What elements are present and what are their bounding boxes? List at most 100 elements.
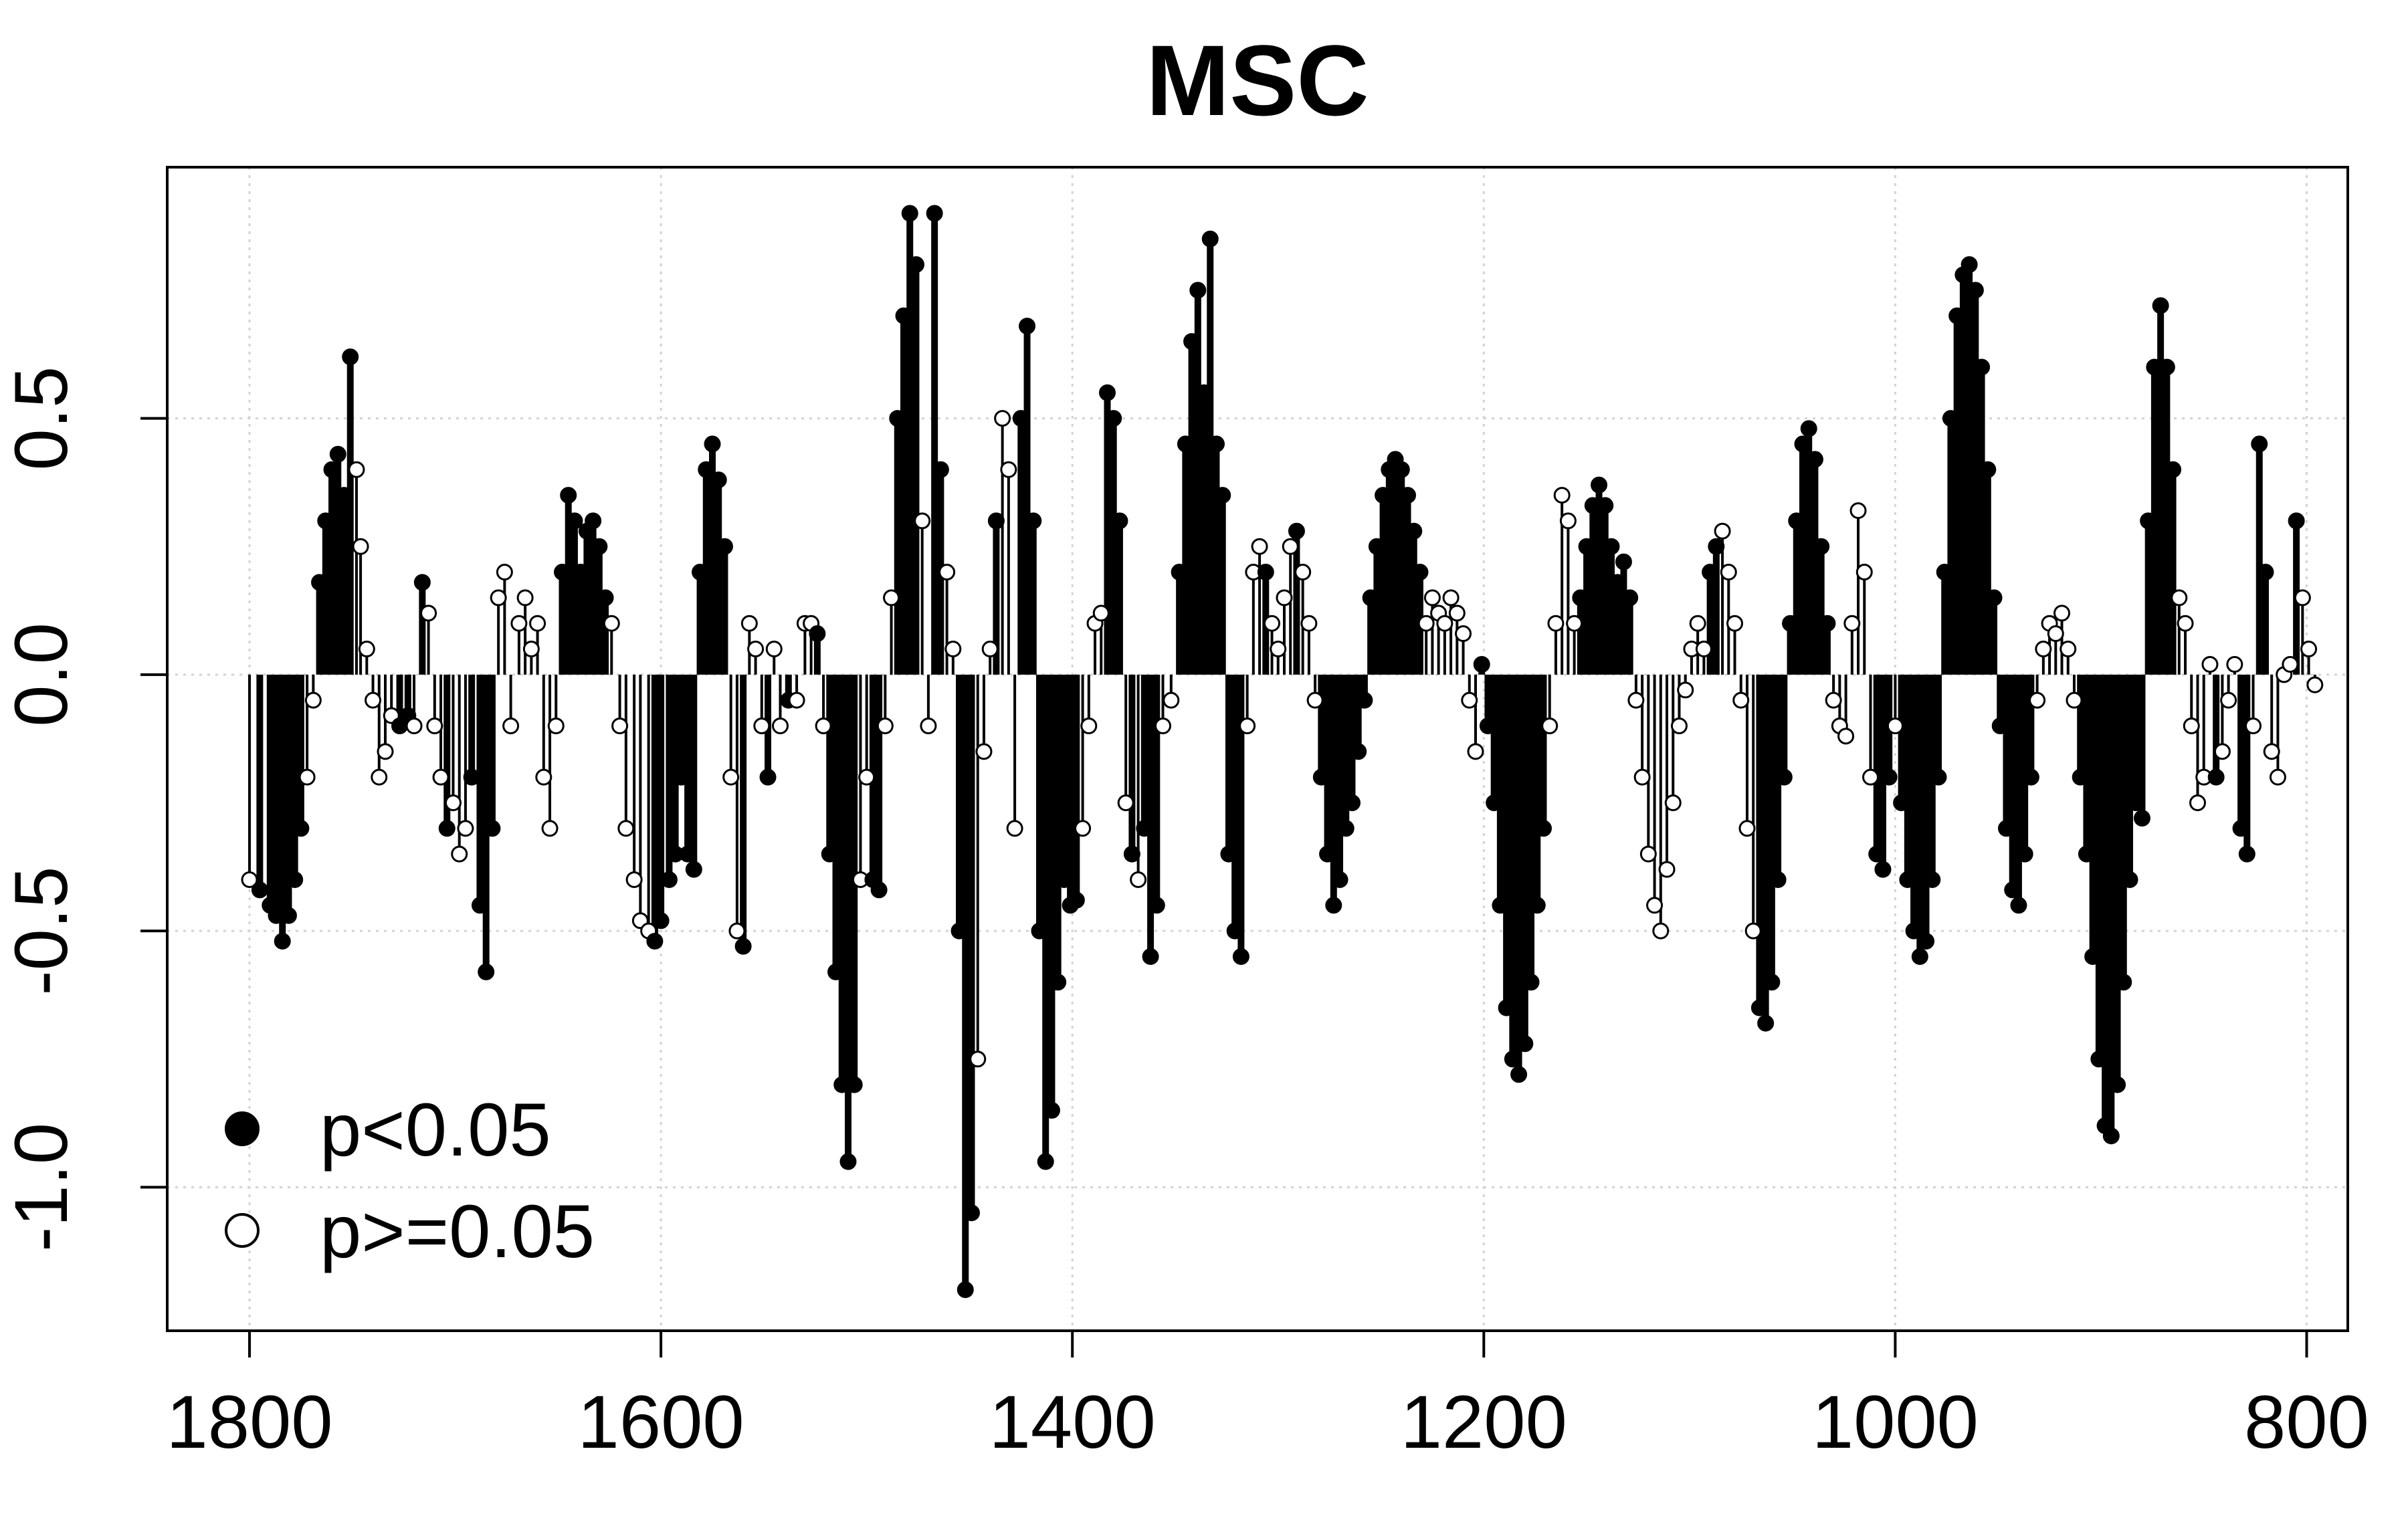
data-point-not-significant: [535, 768, 553, 786]
data-point-not-significant: [1664, 794, 1682, 811]
data-point-not-significant: [1738, 820, 1756, 837]
data-point-significant: [1142, 948, 1159, 965]
data-point-significant: [1868, 845, 1886, 863]
data-point-not-significant: [2245, 718, 2262, 735]
data-point-not-significant: [883, 589, 900, 607]
data-point-significant: [1207, 435, 1225, 453]
data-point-significant: [889, 410, 906, 427]
data-point-significant: [1979, 461, 1997, 478]
data-point-significant: [292, 820, 310, 837]
data-point-significant: [1615, 553, 1632, 570]
data-point-significant: [1603, 538, 1620, 555]
data-point-not-significant: [722, 768, 740, 786]
data-point-not-significant: [1006, 820, 1023, 837]
data-point-significant: [845, 1076, 863, 1093]
data-point-not-significant: [1163, 691, 1180, 709]
data-point-significant: [1609, 574, 1626, 591]
data-point-significant: [1049, 974, 1067, 991]
data-point-significant: [2251, 435, 2268, 453]
data-point-significant: [438, 820, 456, 837]
data-point-not-significant: [2213, 743, 2231, 760]
data-point-significant: [1757, 1014, 1775, 1032]
data-point-significant: [1973, 358, 1991, 376]
data-point-not-significant: [298, 768, 316, 786]
data-point-significant: [963, 1204, 981, 1222]
data-point-not-significant: [490, 589, 507, 607]
data-point-significant: [1985, 589, 2003, 607]
data-point-not-significant: [2183, 718, 2200, 735]
data-point-not-significant: [2066, 691, 2083, 709]
data-point-not-significant: [1633, 768, 1651, 786]
data-point-significant: [1068, 891, 1085, 909]
data-point-significant: [1111, 512, 1128, 530]
data-point-not-significant: [2177, 615, 2194, 632]
y-tick-label: -0.5: [0, 867, 83, 996]
data-point-not-significant: [510, 615, 528, 632]
data-point-significant: [1930, 768, 1947, 786]
data-point-not-significant: [1559, 512, 1577, 530]
data-point-not-significant: [426, 718, 443, 735]
data-point-not-significant: [1264, 615, 1281, 632]
data-point-significant: [839, 1153, 857, 1170]
legend-label-not-significant: p>=0.05: [320, 1190, 595, 1273]
data-point-significant: [1769, 871, 1787, 888]
data-point-not-significant: [1695, 641, 1712, 658]
data-point-not-significant: [304, 691, 322, 709]
data-point-not-significant: [1300, 615, 1318, 632]
legend: p<0.05 p>=0.05: [225, 1088, 595, 1273]
data-point-significant: [1794, 435, 1811, 453]
data-point-not-significant: [457, 820, 474, 837]
data-point-significant: [1148, 897, 1165, 914]
data-point-significant: [2022, 768, 2039, 786]
data-point-significant: [1806, 451, 1823, 468]
data-point-not-significant: [1436, 615, 1453, 632]
data-point-significant: [1788, 512, 1805, 530]
data-point-not-significant: [876, 718, 894, 735]
data-point-significant: [907, 256, 924, 274]
data-point-significant: [759, 768, 777, 786]
data-point-not-significant: [1442, 589, 1460, 607]
data-point-significant: [1961, 256, 1978, 274]
data-point-not-significant: [2201, 656, 2219, 673]
data-point-significant: [660, 871, 678, 888]
data-point-significant: [1528, 897, 1546, 914]
data-point-significant: [1405, 522, 1423, 540]
data-point-significant: [1411, 564, 1429, 581]
data-point-not-significant: [1000, 461, 1017, 478]
data-point-not-significant: [1726, 615, 1744, 632]
data-point-significant: [870, 881, 888, 899]
data-point-significant: [1504, 1051, 1521, 1068]
data-point-significant: [1942, 410, 1959, 427]
data-point-significant: [1597, 497, 1614, 514]
data-point-not-significant: [1720, 564, 1737, 581]
data-point-significant: [1136, 820, 1153, 837]
data-point-significant: [2109, 1076, 2126, 1093]
data-point-not-significant: [1566, 615, 1583, 632]
data-point-not-significant: [994, 410, 1011, 427]
data-point-significant: [692, 564, 709, 581]
data-point-not-significant: [352, 538, 369, 555]
data-point-significant: [1763, 974, 1781, 991]
data-point-significant: [957, 1281, 974, 1299]
data-point-significant: [311, 574, 328, 591]
data-point-significant: [274, 932, 291, 950]
data-point-not-significant: [1461, 691, 1478, 709]
data-point-significant: [280, 907, 297, 924]
data-point-not-significant: [1646, 897, 1664, 914]
data-point-significant: [560, 487, 577, 504]
data-point-not-significant: [1239, 718, 1256, 735]
data-point-significant: [1189, 282, 1207, 299]
data-point-not-significant: [2189, 794, 2206, 811]
data-point-significant: [2238, 845, 2255, 863]
data-point-significant: [1893, 794, 1910, 811]
data-point-significant: [413, 574, 431, 591]
data-point-significant: [809, 625, 826, 643]
data-point-significant: [1393, 461, 1410, 478]
data-point-significant: [1195, 384, 1213, 401]
data-point-significant: [1319, 845, 1336, 863]
data-point-not-significant: [1306, 691, 1324, 709]
data-point-not-significant: [858, 768, 876, 786]
data-point-not-significant: [920, 718, 937, 735]
data-point-not-significant: [451, 845, 468, 863]
